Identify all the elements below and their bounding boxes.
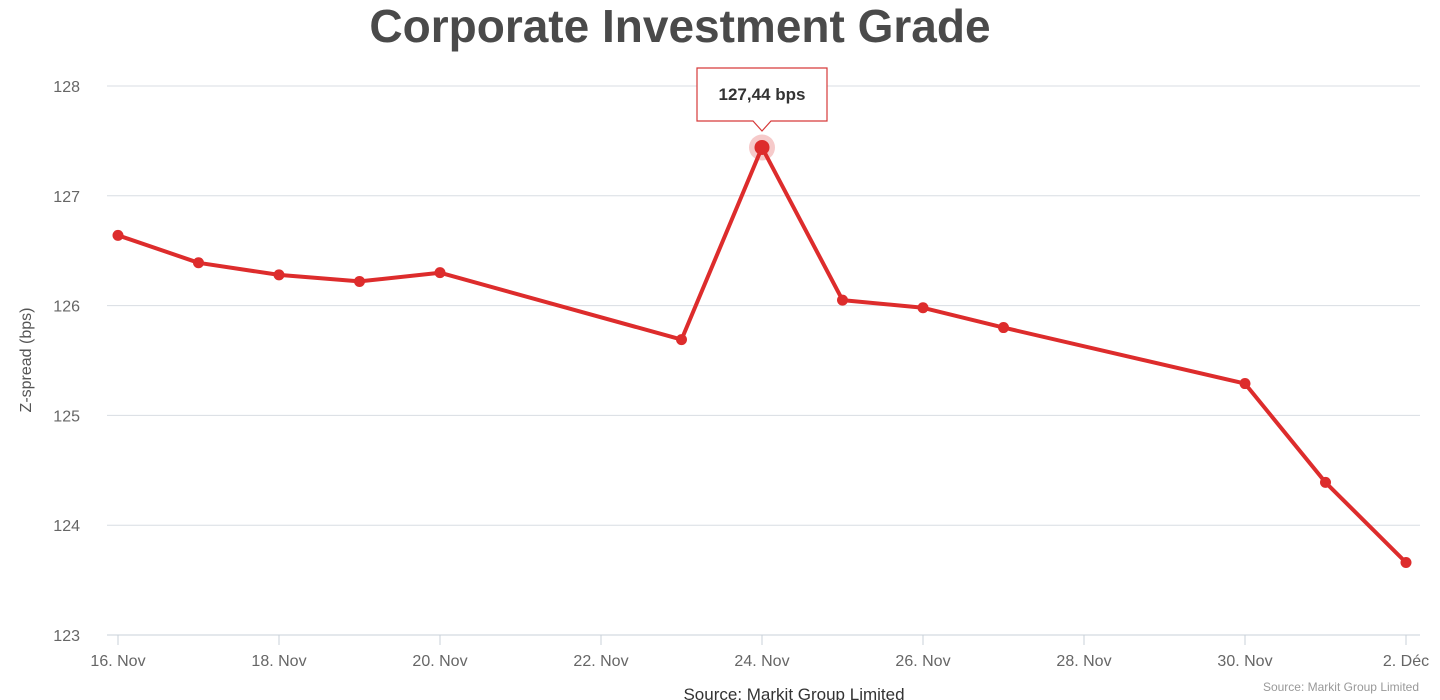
- y-tick-label: 126: [53, 299, 80, 316]
- x-tick-label: 30. Nov: [1217, 653, 1272, 670]
- tooltip: 127,44 bps: [696, 67, 828, 132]
- data-point-highlighted[interactable]: [754, 139, 770, 155]
- x-axis-ticks: 16. Nov 18. Nov 20. Nov 22. Nov 24. Nov 26. N…: [90, 635, 1429, 670]
- y-axis-title: Z-spread (bps): [18, 308, 35, 413]
- x-tick-label: 28. Nov: [1056, 653, 1111, 670]
- x-tick-label: 26. Nov: [895, 653, 950, 670]
- data-point[interactable]: [1320, 476, 1331, 488]
- x-tick-label: 24. Nov: [734, 653, 789, 670]
- tooltip-label: 127,44 bps: [719, 85, 806, 104]
- grid-lines: [107, 85, 1420, 636]
- data-point[interactable]: [112, 229, 124, 241]
- data-point[interactable]: [273, 269, 285, 281]
- x-tick-label: 18. Nov: [251, 653, 306, 670]
- data-point[interactable]: [1239, 378, 1251, 390]
- y-tick-label: 124: [53, 518, 80, 535]
- y-tick-label: 125: [53, 408, 80, 425]
- data-point[interactable]: [193, 257, 204, 269]
- data-point[interactable]: [917, 302, 929, 314]
- y-tick-label: 127: [53, 189, 80, 206]
- y-axis-ticks: 123 124 125 126 127 128: [53, 79, 80, 645]
- x-tick-label: 2. Déc: [1383, 653, 1429, 670]
- chart-title: Corporate Investment Grade: [369, 0, 990, 52]
- x-tick-label: 20. Nov: [412, 653, 467, 670]
- data-point[interactable]: [354, 275, 365, 287]
- chart-credits: Source: Markit Group Limited: [1263, 680, 1419, 694]
- y-tick-label: 123: [53, 628, 80, 645]
- y-tick-label: 128: [53, 79, 80, 96]
- data-point[interactable]: [837, 294, 848, 306]
- data-point[interactable]: [1400, 557, 1412, 569]
- data-point[interactable]: [434, 267, 446, 279]
- data-point[interactable]: [676, 334, 687, 346]
- x-tick-label: 16. Nov: [90, 653, 145, 670]
- x-tick-label: 22. Nov: [573, 653, 628, 670]
- data-points: [112, 134, 1412, 569]
- series-line: [117, 145, 1408, 564]
- tooltip-box: [696, 67, 828, 132]
- x-axis-title: Source: Markit Group Limited: [683, 685, 904, 700]
- data-point[interactable]: [998, 322, 1009, 334]
